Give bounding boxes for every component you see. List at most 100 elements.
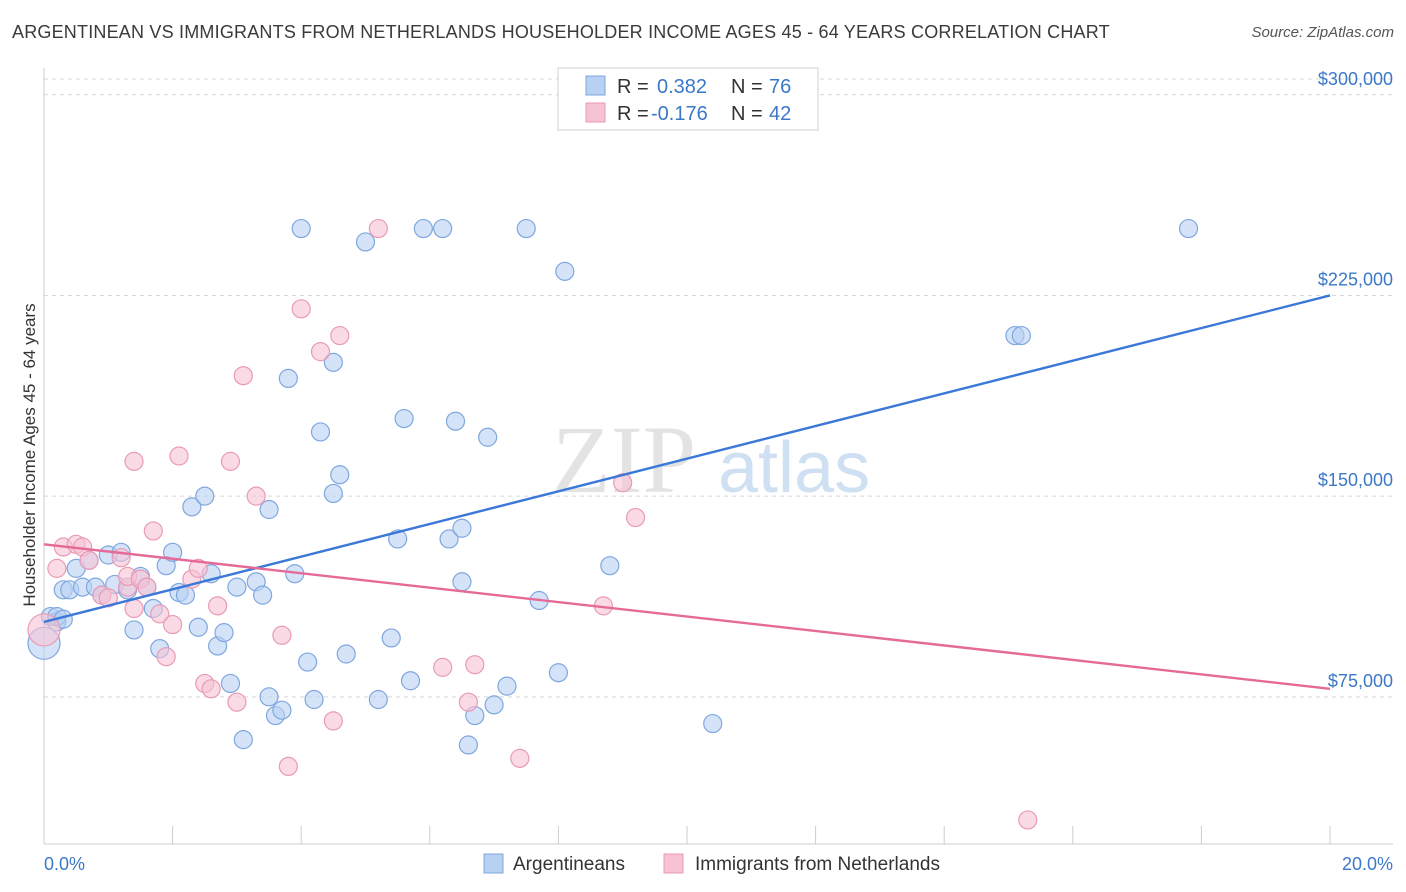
argentinean-point-40 [291, 218, 311, 239]
netherlands-point-12 [124, 451, 144, 471]
netherlands-point-21 [188, 558, 208, 578]
stats-r-label-2: R = [617, 103, 649, 125]
netherlands-point-27 [233, 366, 253, 386]
argentinean-point-47 [336, 644, 356, 664]
argentinean-point-73 [1178, 218, 1199, 239]
argentinean-point-63 [484, 695, 504, 715]
netherlands-point-7 [98, 588, 118, 608]
argentinean-point-25 [195, 486, 215, 506]
argentinean-point-64 [497, 676, 517, 696]
argentinean-point-70 [703, 713, 723, 734]
argentinean-point-57 [445, 411, 466, 431]
netherlands-point-5 [79, 550, 99, 570]
netherlands-trend-line [43, 543, 1331, 690]
watermark-zip: ZIP [552, 406, 696, 513]
stats-r-value-2: -0.176 [651, 103, 708, 125]
netherlands-point-39 [510, 748, 530, 768]
netherlands-point-37 [458, 692, 478, 712]
netherlands-point-11 [124, 598, 144, 619]
netherlands-point-41 [613, 473, 633, 493]
argentinean-point-42 [304, 689, 324, 710]
argentinean-point-34 [259, 499, 279, 520]
stats-n-value-1: 76 [769, 76, 791, 98]
netherlands-point-34 [330, 325, 350, 346]
netherlands-point-23 [201, 679, 221, 699]
argentinean-point-28 [214, 623, 234, 643]
argentinean-point-50 [381, 628, 401, 648]
y-tick-label-0: $75,000 [1328, 671, 1393, 691]
legend-label-netherlands: Immigrants from Netherlands [695, 854, 940, 875]
series-legend: Argentineans Immigrants from Netherlands [483, 853, 940, 875]
argentinean-point-22 [175, 585, 196, 605]
trend-lines [43, 294, 1331, 690]
argentinean-point-31 [233, 730, 253, 750]
argentinean-point-30 [227, 577, 247, 597]
netherlands-point-36 [433, 657, 453, 677]
argentinean-point-56 [439, 529, 459, 549]
netherlands-point-43 [1018, 810, 1038, 830]
y-tick-labels: $75,000 $150,000 $225,000 $300,000 [1318, 69, 1393, 691]
netherlands-point-26 [227, 692, 247, 712]
argentinean-point-48 [355, 232, 376, 252]
y-tick-label-1: $150,000 [1318, 470, 1393, 490]
legend-label-argentineans: Argentineans [513, 854, 625, 875]
argentinean-point-23 [182, 497, 202, 517]
x-ticks [43, 826, 1331, 844]
netherlands-point-30 [278, 756, 298, 777]
stats-n-value-2: 42 [769, 103, 791, 125]
netherlands-point-28 [246, 486, 266, 506]
argentinean-point-55 [433, 218, 453, 239]
argentinean-point-59 [452, 518, 472, 538]
argentinean-point-68 [555, 261, 575, 281]
axes [43, 68, 1393, 845]
y-tick-label-3: $300,000 [1318, 69, 1393, 89]
netherlands-point-25 [220, 451, 241, 471]
argentinean-point-49 [368, 689, 388, 710]
stats-legend: R = 0.382 N = 76 R = -0.176 N = 42 [557, 67, 819, 131]
argentinean-point-29 [220, 673, 241, 694]
netherlands-point-15 [143, 521, 163, 541]
netherlands-point-31 [291, 299, 311, 319]
argentinean-point-41 [298, 652, 318, 672]
y-tick-label-2: $225,000 [1318, 269, 1393, 289]
argentinean-point-20 [163, 542, 183, 562]
legend-swatch-blue [585, 75, 606, 96]
argentinean-point-58 [452, 572, 472, 592]
chart-source: Source: ZipAtlas.com [1251, 24, 1394, 41]
netherlands-point-24 [208, 596, 228, 616]
argentinean-point-72 [1011, 325, 1031, 346]
legend-swatch-pink [585, 102, 606, 123]
argentinean-point-43 [310, 422, 331, 442]
argentinean-point-60 [458, 735, 478, 755]
netherlands-point-1 [47, 558, 67, 578]
stats-r-value-1: 0.382 [657, 76, 707, 98]
argentinean-point-44 [323, 352, 343, 372]
watermark-atlas: atlas [718, 428, 870, 508]
argentinean-point-69 [600, 556, 620, 576]
netherlands-point-18 [163, 614, 183, 635]
stats-n-label-1: N = [731, 76, 763, 98]
netherlands-point-35 [368, 218, 388, 239]
stats-r-label-1: R = [617, 76, 649, 98]
y-axis-title: Householder Income Ages 45 - 64 years [20, 303, 39, 606]
legend-swatch-argentineans [483, 853, 504, 874]
argentinean-point-67 [548, 663, 569, 683]
netherlands-point-33 [323, 711, 343, 731]
argentinean-point-52 [394, 408, 414, 429]
netherlands-point-38 [465, 655, 485, 675]
argentinean-point-33 [253, 585, 273, 605]
argentinean-point-38 [278, 368, 298, 388]
netherlands-point-32 [310, 342, 331, 362]
argentinean-point-24 [188, 617, 208, 637]
argentinean-point-46 [330, 465, 350, 485]
gridlines [44, 78, 1393, 698]
x-tick-label-max: 20.0% [1342, 854, 1393, 874]
data-points [27, 218, 1199, 830]
netherlands-point-29 [272, 625, 292, 645]
argentinean-point-45 [323, 483, 343, 504]
argentinean-point-14 [124, 620, 144, 640]
chart-title: ARGENTINEAN VS IMMIGRANTS FROM NETHERLAN… [12, 22, 1110, 42]
netherlands-point-42 [625, 507, 646, 528]
netherlands-point-16 [150, 604, 170, 624]
